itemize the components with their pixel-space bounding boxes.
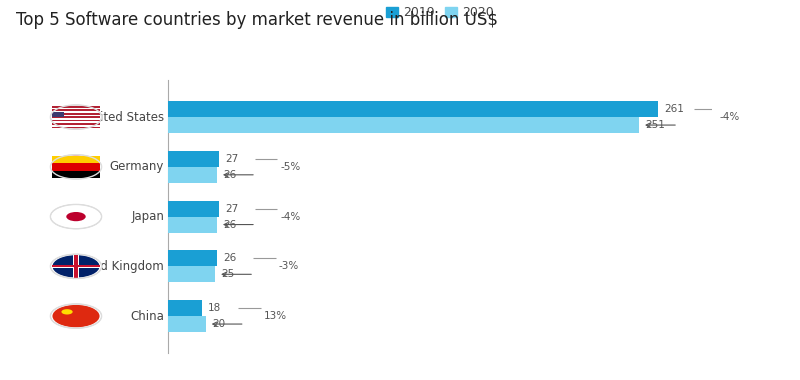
- Text: -3%: -3%: [278, 261, 299, 271]
- Text: 27: 27: [225, 154, 238, 164]
- Bar: [168, 266, 215, 282]
- Text: United Kingdom: United Kingdom: [70, 260, 164, 273]
- Bar: [168, 316, 206, 332]
- Text: 251: 251: [646, 120, 666, 130]
- Text: 18: 18: [208, 303, 222, 313]
- Bar: [168, 217, 217, 233]
- Text: -5%: -5%: [281, 162, 301, 172]
- Text: 27: 27: [225, 204, 238, 214]
- Bar: [168, 167, 217, 183]
- Legend: 2019, 2020: 2019, 2020: [383, 4, 497, 22]
- Bar: [168, 250, 217, 266]
- Text: Germany: Germany: [110, 160, 164, 173]
- Bar: [168, 151, 218, 167]
- Text: China: China: [130, 310, 164, 323]
- Text: 261: 261: [664, 104, 684, 114]
- Text: 26: 26: [223, 253, 237, 263]
- Text: 26: 26: [223, 170, 237, 180]
- Text: United States: United States: [84, 111, 164, 124]
- Text: 25: 25: [222, 269, 234, 279]
- Bar: [168, 201, 218, 217]
- Text: Top 5 Software countries by market revenue in billion US$: Top 5 Software countries by market reven…: [16, 11, 498, 29]
- Text: 13%: 13%: [264, 311, 287, 321]
- Bar: [168, 101, 658, 117]
- Bar: [168, 117, 639, 133]
- Text: -4%: -4%: [720, 112, 740, 122]
- Text: 26: 26: [223, 220, 237, 230]
- Text: 20: 20: [212, 319, 225, 329]
- Text: -4%: -4%: [281, 212, 301, 222]
- Bar: [168, 300, 202, 316]
- Text: Japan: Japan: [131, 210, 164, 223]
